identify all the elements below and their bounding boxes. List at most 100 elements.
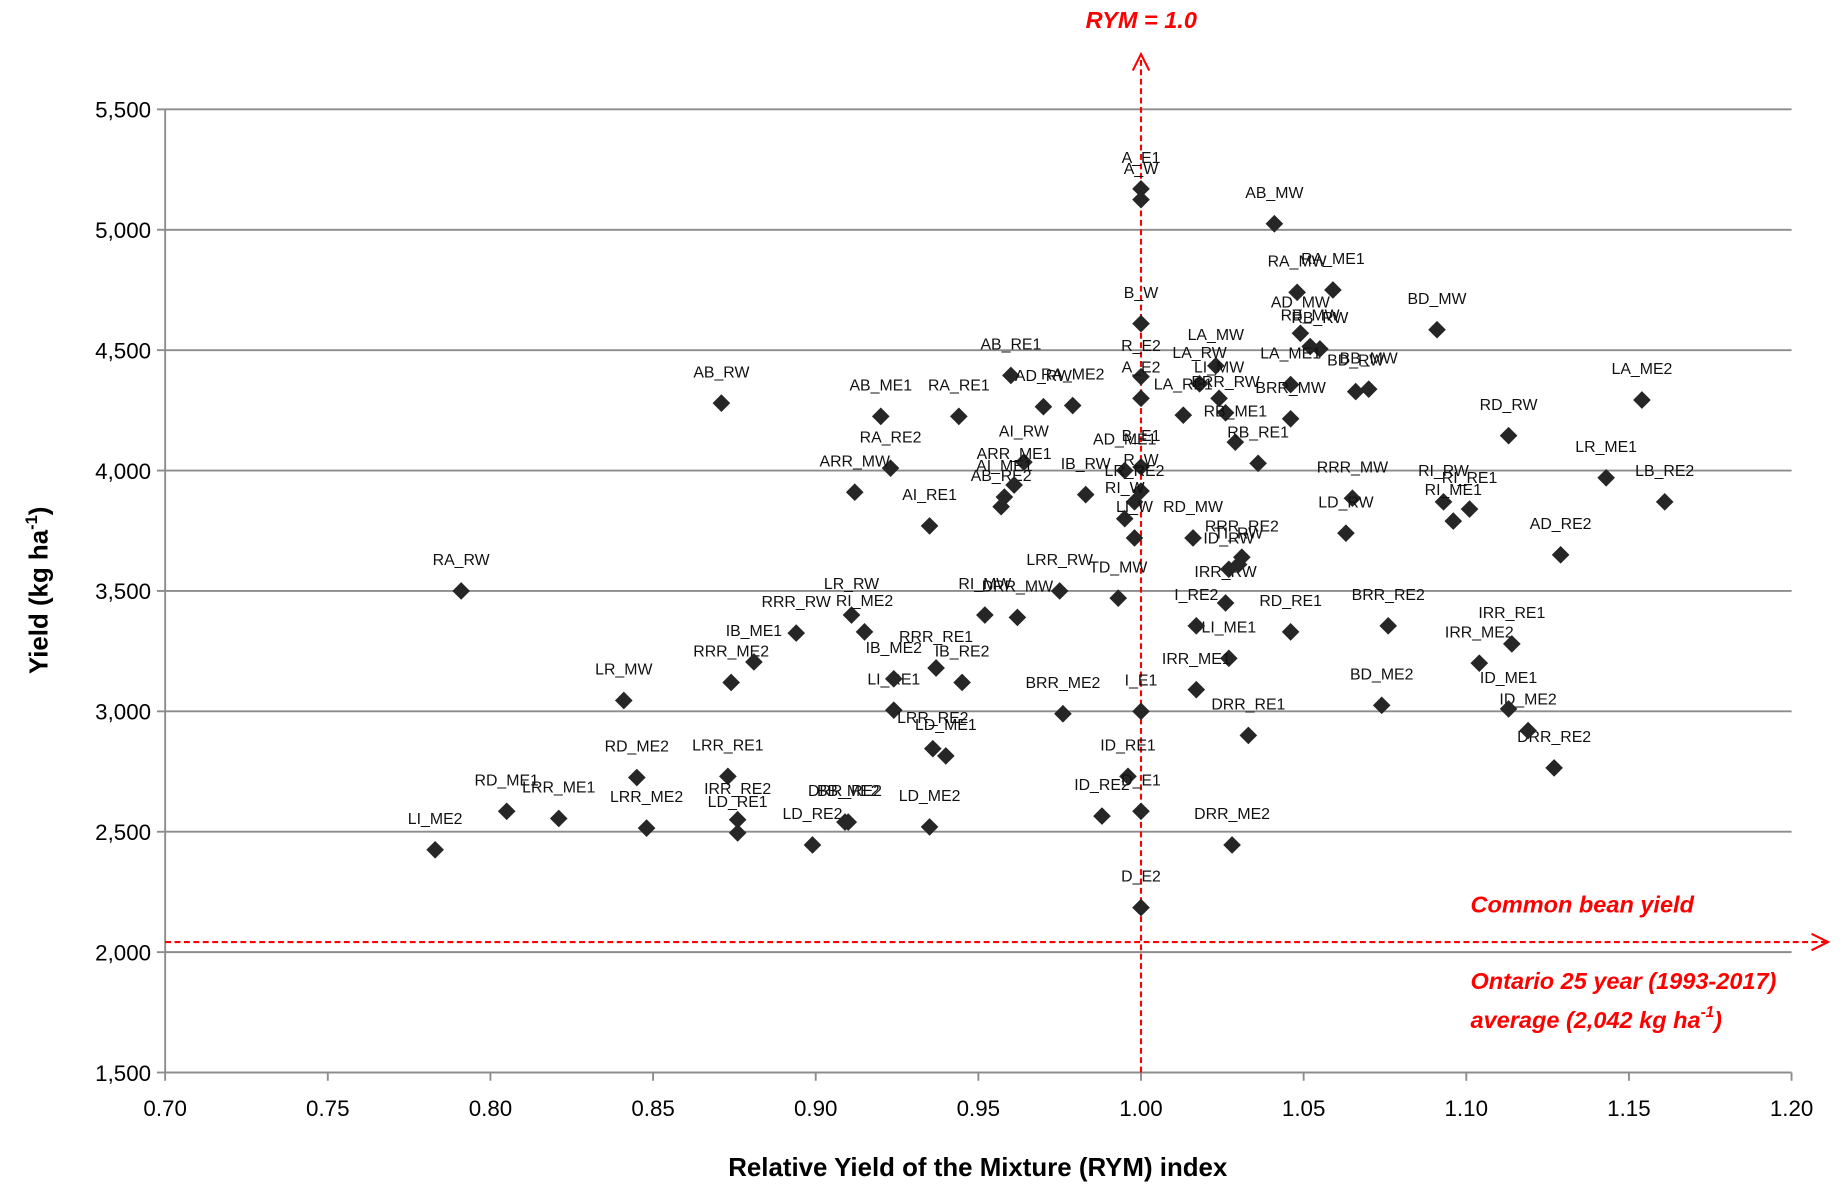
point-label: LRR_ME1: [522, 780, 595, 797]
point-label: IRR_RE1: [1478, 605, 1545, 622]
point: [1187, 617, 1206, 635]
point: [1008, 608, 1027, 627]
point: [1428, 320, 1446, 339]
point-label: LA_RE1: [1154, 376, 1213, 393]
y-axis-title-sup: -1: [23, 515, 41, 530]
point-label: LD_RE1: [708, 794, 768, 811]
point-label: LD_ME2: [899, 788, 961, 805]
point: [1119, 767, 1137, 786]
point: [1503, 635, 1521, 653]
point-label: RD_MW: [1163, 499, 1223, 516]
point-label: LD_ME1: [915, 717, 977, 734]
point: [728, 824, 747, 842]
point: [1346, 382, 1365, 401]
arrow-head: [1131, 51, 1151, 72]
ontario-label: Ontario 25 year (1993-2017): [1471, 968, 1777, 994]
point: [1050, 582, 1069, 600]
average-sup: -1: [1701, 1004, 1715, 1021]
y-tick-label: 5,000: [95, 218, 151, 243]
point-label: ID_RE2: [1074, 777, 1130, 794]
point: [1125, 493, 1144, 511]
point: [1132, 802, 1150, 821]
point: [1132, 702, 1150, 721]
point-label: LRR_RE2: [897, 710, 969, 727]
point: [1132, 314, 1150, 333]
point-label: LI_W: [1116, 499, 1153, 516]
point-label: RB_RE1: [1227, 424, 1289, 441]
point: [953, 673, 971, 692]
point: [1633, 391, 1651, 409]
point-label: RRR_RW: [762, 594, 831, 611]
point-label: RB_MW: [1281, 308, 1340, 325]
point: [637, 819, 656, 837]
point-label: LR_RW: [824, 576, 879, 593]
point: [1132, 180, 1150, 198]
y-tick-label: 2,500: [95, 820, 151, 845]
point: [839, 813, 858, 831]
point: [1343, 489, 1362, 508]
point-label: D_E2: [1121, 869, 1161, 886]
point: [745, 653, 763, 671]
point: [728, 810, 747, 829]
point-label: IB_ME2: [866, 640, 923, 657]
point: [1470, 654, 1489, 673]
point-label: LD_RW: [1318, 494, 1373, 511]
y-tick-label: 3,500: [95, 579, 151, 604]
point: [1216, 403, 1235, 422]
x-tick-label: 0.85: [631, 1096, 674, 1121]
point-label: R_W: [1123, 452, 1158, 469]
point: [1109, 589, 1128, 607]
point-label: RB_ME1: [1204, 403, 1268, 420]
point: [1519, 721, 1537, 740]
point: [627, 768, 646, 787]
point: [884, 701, 903, 719]
point: [1324, 281, 1342, 299]
point: [1174, 406, 1193, 424]
point: [1281, 375, 1300, 394]
point: [452, 582, 470, 600]
point-label: AD_ME1: [1093, 432, 1157, 449]
point-label: AB_RW: [693, 364, 749, 381]
point: [1132, 898, 1150, 917]
point-label: BB_MW: [1340, 350, 1398, 367]
point: [976, 606, 994, 624]
point: [1005, 476, 1023, 494]
point-label: B_E1: [1122, 428, 1161, 445]
point: [426, 840, 444, 859]
point: [1132, 482, 1150, 500]
point: [1249, 454, 1267, 473]
point-label: RD_ME1: [475, 772, 540, 789]
point: [1076, 485, 1095, 504]
point-label: IRR_ME2: [1445, 624, 1514, 641]
average-end: ): [1711, 1007, 1722, 1033]
point-label: ARR_MW: [820, 453, 891, 470]
point-label: I_E1: [1125, 672, 1158, 689]
point: [1281, 409, 1300, 428]
y-tick-label: 4,000: [95, 459, 151, 484]
point: [1281, 623, 1300, 641]
point-label: RI_ME1: [1425, 482, 1482, 499]
point-label: BRR_ME2: [1025, 675, 1100, 692]
point: [1655, 493, 1674, 511]
point-label: D_E1: [1121, 772, 1161, 789]
point-label: RI_MW: [958, 576, 1011, 593]
x-tick-label: 0.75: [306, 1096, 349, 1121]
point: [1132, 389, 1150, 408]
point-label: RRR_MW: [1317, 459, 1388, 476]
y-tick-label: 2,000: [95, 940, 151, 965]
point: [722, 673, 740, 692]
point: [1132, 367, 1150, 386]
point-label: AI_RW: [999, 423, 1049, 440]
point: [1379, 617, 1398, 635]
point-label: LA_MW: [1188, 327, 1244, 344]
x-tick-label: 1.00: [1119, 1096, 1162, 1121]
point: [1223, 836, 1241, 854]
point: [995, 488, 1014, 506]
point: [1233, 548, 1251, 567]
point: [842, 606, 861, 624]
point-label: RRR_RE1: [899, 629, 973, 646]
point-label: RRR_RE2: [1205, 518, 1279, 535]
point-label: RA_RE2: [860, 429, 922, 446]
point-label: LA_ME2: [1612, 361, 1673, 378]
point-label: I_RE2: [1174, 587, 1218, 604]
